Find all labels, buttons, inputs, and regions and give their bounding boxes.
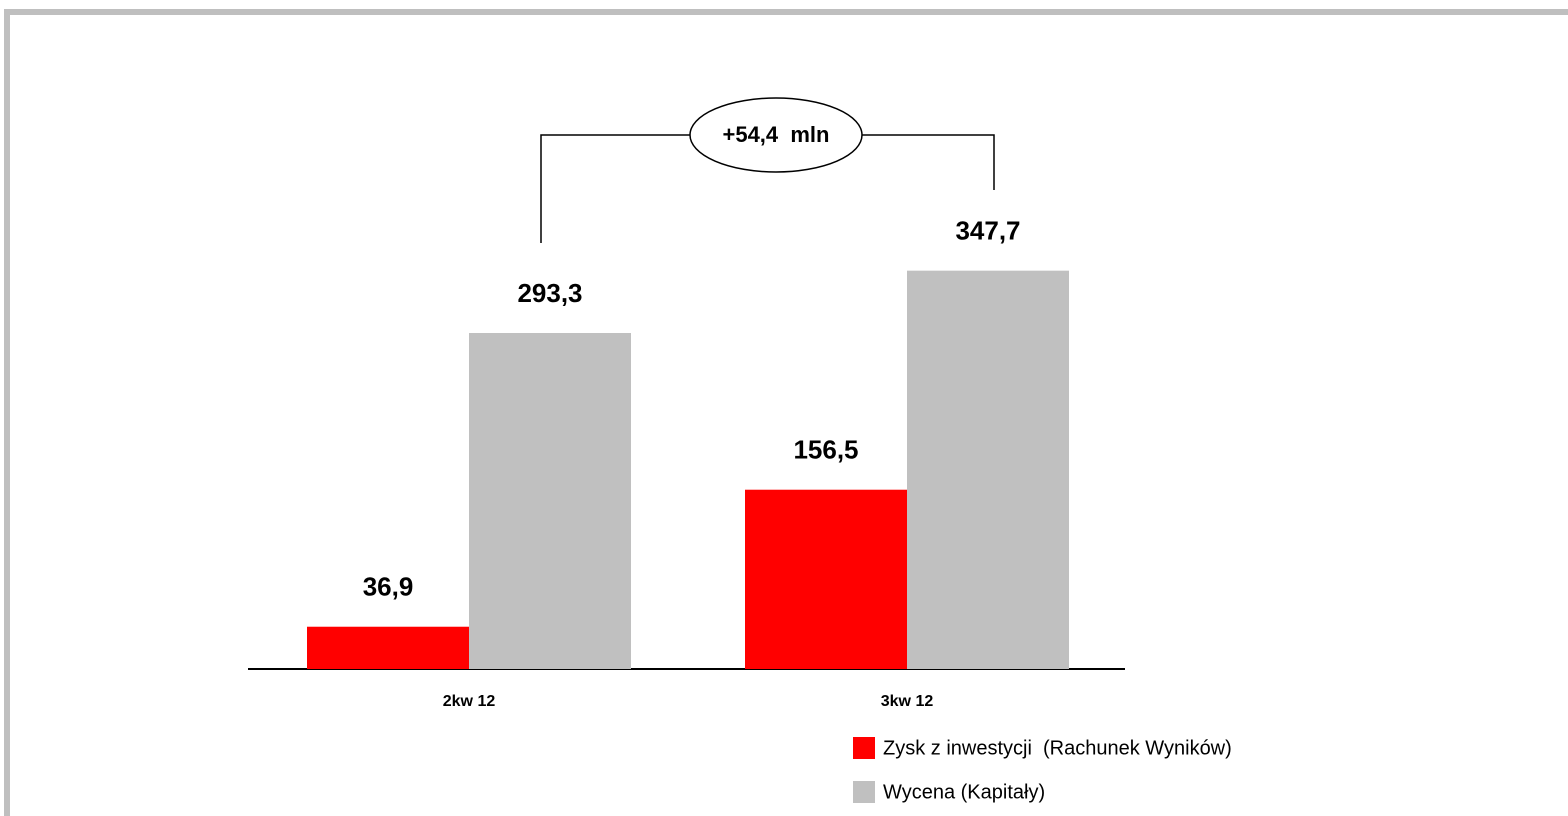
x-tick-label: 2kw 12 — [443, 693, 496, 710]
frame — [4, 9, 1568, 816]
legend-label: Wycena (Kapitały) — [883, 781, 1045, 803]
bracket-left — [540, 134, 690, 243]
bar — [745, 489, 907, 669]
bar — [307, 626, 469, 669]
data-label: 293,3 — [517, 278, 582, 308]
legend-swatch — [853, 781, 875, 803]
legend-swatch — [853, 737, 875, 759]
bar — [907, 270, 1069, 669]
bracket-right — [862, 134, 995, 190]
annotation: +54,4 mln — [722, 122, 829, 147]
data-label: 347,7 — [955, 216, 1020, 246]
x-tick-label: 3kw 12 — [881, 693, 934, 710]
bar — [469, 332, 631, 669]
data-label: 156,5 — [793, 435, 858, 465]
data-label: 36,9 — [363, 572, 414, 602]
annotation-ellipse — [689, 97, 863, 173]
legend-label: Zysk z inwestycji (Rachunek Wyników) — [883, 737, 1232, 759]
